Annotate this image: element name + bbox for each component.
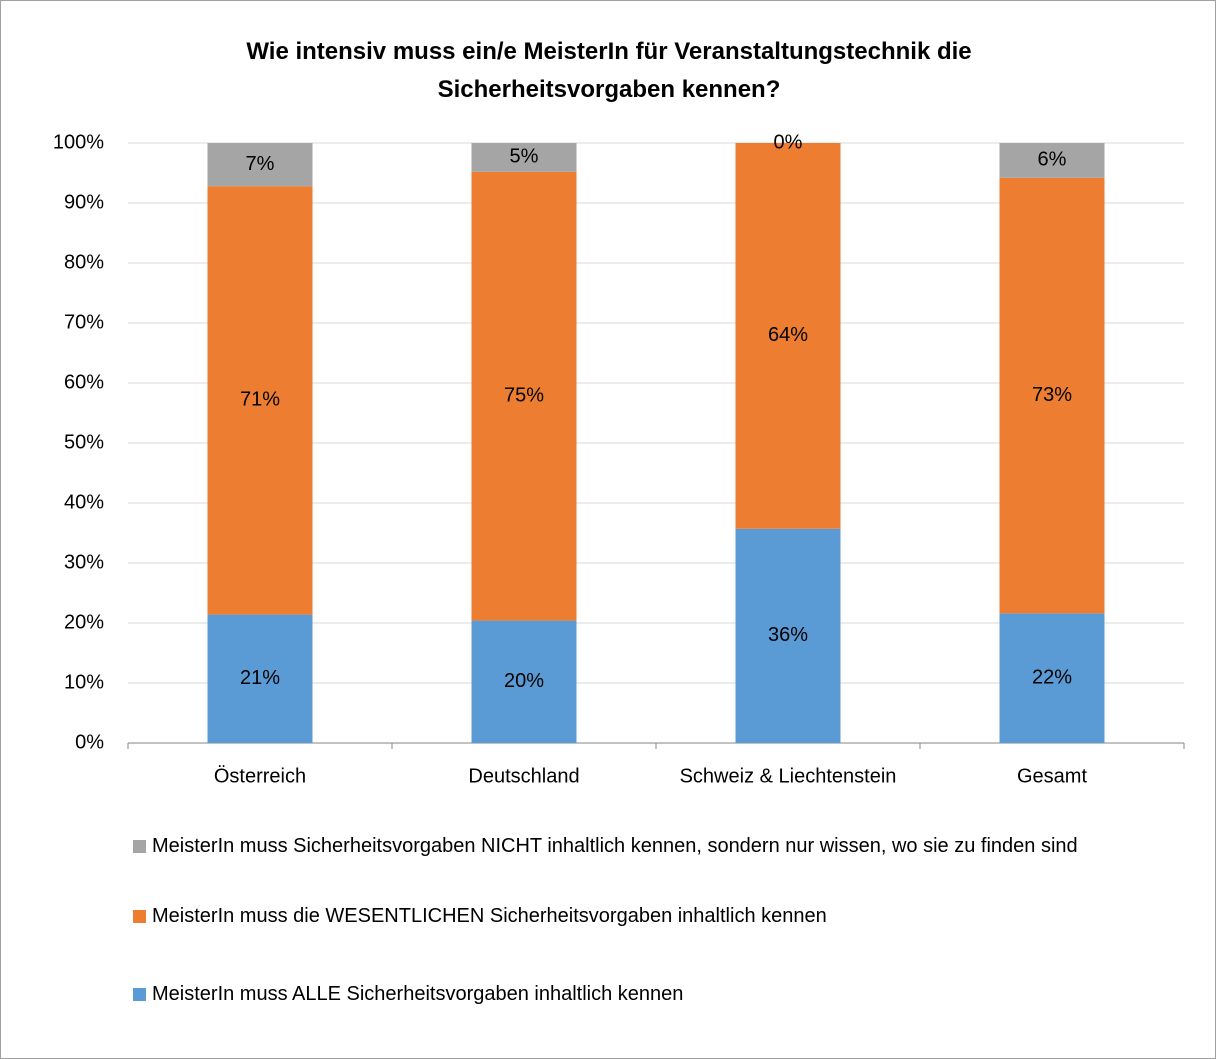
- bar-segment: [735, 528, 841, 743]
- bar-segment: [471, 143, 577, 172]
- x-tick-label: Österreich: [214, 765, 306, 787]
- legend-swatch: [133, 910, 146, 923]
- legend-swatch: [133, 988, 146, 1001]
- chart-title: Wie intensiv muss ein/e MeisterIn für Ve…: [246, 38, 972, 103]
- x-tick-label: Schweiz & Liechtenstein: [680, 765, 897, 787]
- x-tick-label: Deutschland: [468, 765, 579, 787]
- bar-segment: [999, 143, 1105, 178]
- y-tick-label: 100%: [53, 131, 104, 153]
- legend-entry: MeisterIn muss ALLE Sicherheitsvorgaben …: [133, 979, 1123, 1009]
- bar-segment: [471, 620, 577, 743]
- y-tick-label: 0%: [75, 731, 104, 753]
- data-label: 75%: [504, 384, 544, 406]
- x-tick-label: Gesamt: [1017, 765, 1087, 787]
- y-tick-label: 80%: [64, 251, 104, 273]
- y-tick-label: 60%: [64, 371, 104, 393]
- y-tick-label: 30%: [64, 551, 104, 573]
- y-tick-label: 50%: [64, 431, 104, 453]
- y-tick-label: 10%: [64, 671, 104, 693]
- bar-segment: [735, 143, 841, 529]
- legend-swatch: [133, 840, 146, 853]
- bar-segment: [207, 143, 313, 187]
- legend-label: MeisterIn muss ALLE Sicherheitsvorgaben …: [152, 983, 684, 1005]
- legend: MeisterIn muss Sicherheitsvorgaben NICHT…: [133, 831, 1123, 1009]
- data-label: 6%: [1038, 149, 1067, 171]
- legend-label: MeisterIn muss die WESENTLICHEN Sicherhe…: [152, 905, 827, 927]
- legend-entry: MeisterIn muss Sicherheitsvorgaben NICHT…: [133, 831, 1123, 861]
- legend-entry: MeisterIn muss die WESENTLICHEN Sicherhe…: [133, 901, 1123, 931]
- y-tick-label: 90%: [64, 191, 104, 213]
- data-label: 7%: [246, 153, 275, 175]
- data-label: 73%: [1032, 384, 1072, 406]
- y-tick-label: 70%: [64, 311, 104, 333]
- data-label: 20%: [504, 670, 544, 692]
- bar-segment: [999, 613, 1105, 743]
- bar-segment: [471, 171, 577, 621]
- data-label: 64%: [768, 324, 808, 346]
- data-label: 22%: [1032, 666, 1072, 688]
- bar-segment: [207, 614, 313, 743]
- bar-segment: [207, 186, 313, 615]
- data-label: 71%: [240, 389, 280, 411]
- bar-segment: [999, 177, 1105, 614]
- data-label: 0%: [774, 131, 803, 153]
- data-label: 5%: [510, 146, 539, 168]
- legend-label: MeisterIn muss Sicherheitsvorgaben NICHT…: [152, 835, 1078, 857]
- y-tick-label: 40%: [64, 491, 104, 513]
- y-tick-label: 20%: [64, 611, 104, 633]
- data-label: 36%: [768, 624, 808, 646]
- data-label: 21%: [240, 667, 280, 689]
